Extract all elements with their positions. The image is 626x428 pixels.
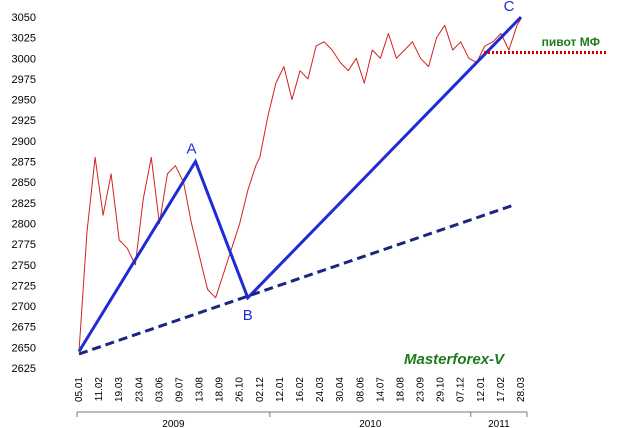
y-tick-label: 2750 bbox=[12, 260, 36, 272]
y-tick-label: 2825 bbox=[12, 198, 36, 210]
x-tick-label: 17.02 bbox=[496, 377, 507, 402]
x-tick-label: 16.02 bbox=[295, 377, 306, 402]
trend-line bbox=[78, 203, 514, 356]
x-tick-label: 23.04 bbox=[134, 377, 145, 402]
x-tick-label: 05.01 bbox=[74, 377, 85, 402]
x-tick-label: 26.10 bbox=[235, 377, 246, 402]
wave-point-label: A bbox=[187, 141, 197, 158]
y-tick-label: 2875 bbox=[12, 157, 36, 169]
year-label: 2011 bbox=[488, 419, 510, 428]
year-label: 2009 bbox=[162, 419, 185, 428]
y-tick-label: 2775 bbox=[12, 239, 36, 251]
x-tick-label: 07.12 bbox=[456, 377, 467, 402]
year-label: 2010 bbox=[359, 419, 382, 428]
x-tick-label: 30.04 bbox=[335, 377, 346, 402]
x-tick-label: 29.10 bbox=[436, 377, 447, 402]
x-tick-label: 03.06 bbox=[154, 377, 165, 402]
x-tick-label: 12.01 bbox=[476, 377, 487, 402]
watermark-text: Masterforex-V bbox=[404, 351, 506, 368]
x-tick-label: 12.01 bbox=[275, 377, 286, 402]
x-tick-label: 11.02 bbox=[94, 377, 105, 402]
y-tick-label: 3025 bbox=[12, 33, 36, 45]
x-tick-label: 09.07 bbox=[174, 377, 185, 402]
y-tick-label: 2675 bbox=[12, 322, 36, 334]
x-tick-label: 24.03 bbox=[315, 377, 326, 402]
price-line bbox=[78, 18, 522, 352]
y-tick-label: 2700 bbox=[12, 301, 36, 313]
wave-point-label: C bbox=[504, 0, 515, 15]
y-tick-label: 2975 bbox=[12, 74, 36, 86]
y-axis: 2625 2650 2675 2700 2725 2750 2775 2800 2825 2850… bbox=[12, 12, 36, 375]
x-tick-label: 08.06 bbox=[355, 377, 366, 402]
price-series bbox=[78, 18, 522, 352]
y-tick-label: 3050 bbox=[12, 12, 36, 24]
x-tick-label: 13.08 bbox=[195, 377, 206, 402]
x-tick-label: 02.12 bbox=[255, 377, 266, 402]
y-tick-label: 2925 bbox=[12, 115, 36, 127]
wave-abc-line bbox=[77, 15, 523, 353]
wave-point-label: B bbox=[243, 307, 253, 324]
year-axis: 2009 2010 2011 bbox=[76, 411, 528, 428]
y-tick-label: 3000 bbox=[12, 53, 36, 65]
pivot-label: пивот МФ bbox=[542, 35, 600, 49]
y-tick-label: 2900 bbox=[12, 136, 36, 148]
x-tick-label: 19.03 bbox=[114, 377, 125, 402]
x-tick-label: 18.09 bbox=[215, 377, 226, 402]
y-tick-label: 2950 bbox=[12, 95, 36, 107]
y-tick-label: 2850 bbox=[12, 177, 36, 189]
x-tick-label: 18.08 bbox=[395, 377, 406, 402]
y-tick-label: 2625 bbox=[12, 363, 36, 375]
x-tick-label: 28.03 bbox=[516, 377, 527, 402]
x-tick-label: 14.07 bbox=[375, 377, 386, 402]
x-axis: 05.01 11.02 19.03 23.04 03.06 09.07 13.08 18.09… bbox=[74, 377, 527, 402]
y-tick-label: 2650 bbox=[12, 342, 36, 354]
y-tick-label: 2800 bbox=[12, 218, 36, 230]
y-tick-label: 2725 bbox=[12, 280, 36, 292]
x-tick-label: 23.09 bbox=[416, 377, 427, 402]
